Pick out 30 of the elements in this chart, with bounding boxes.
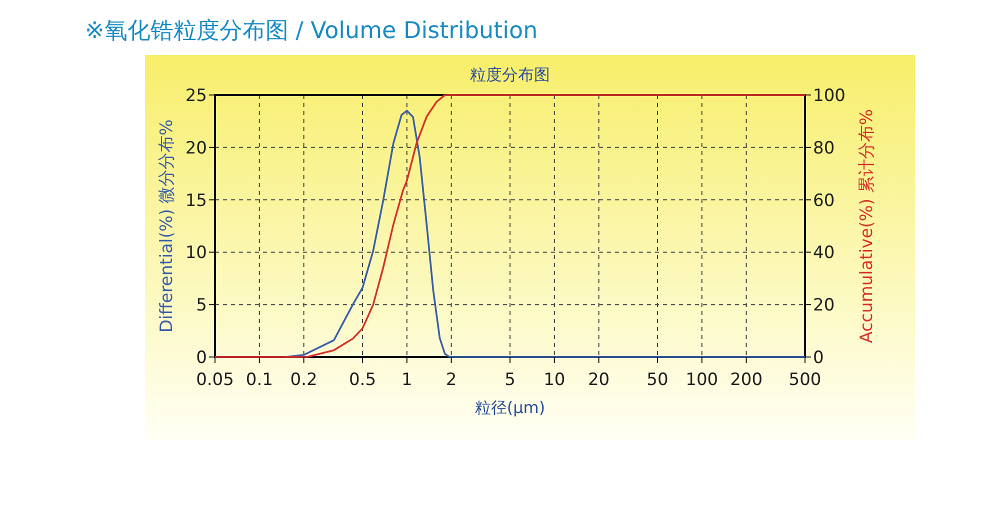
- y-tick-label: 5: [196, 296, 207, 316]
- x-tick-label: 2: [446, 370, 457, 390]
- y-tick-label: 20: [185, 138, 207, 158]
- y2-tick-label: 100: [813, 86, 846, 106]
- x-tick-label: 200: [730, 370, 763, 390]
- x-tick-label: 20: [588, 370, 610, 390]
- y2-axis-title: Accumulative(%) 累计分布%: [857, 108, 877, 344]
- y2-tick-label: 80: [813, 138, 835, 158]
- x-tick-label: 10: [544, 370, 566, 390]
- chart-subtitle: 粒度分布图: [470, 65, 550, 84]
- x-tick-label: 0.05: [196, 370, 234, 390]
- x-tick-label: 100: [686, 370, 718, 390]
- y2-tick-label: 0: [813, 348, 824, 368]
- y-tick-label: 10: [185, 243, 207, 264]
- x-tick-label: 0.2: [290, 370, 318, 390]
- y2-tick-label: 60: [813, 190, 835, 211]
- x-tick-label: 500: [788, 370, 822, 390]
- y-tick-label: 0: [196, 348, 207, 368]
- chart-title: ※氧化锆粒度分布图 / Volume Distribution: [85, 18, 538, 44]
- x-tick-label: 50: [646, 370, 668, 390]
- x-axis-title: 粒径(μm): [474, 398, 546, 417]
- y2-tick-label: 40: [813, 243, 835, 264]
- y-axis-title: Differential(%) 微分分布%: [157, 119, 177, 333]
- x-tick-label: 5: [504, 370, 516, 390]
- x-tick-label: 0.1: [246, 370, 273, 390]
- x-tick-label: 0.5: [348, 370, 376, 390]
- y-tick-label: 15: [185, 190, 207, 211]
- y-tick-label: 25: [185, 86, 207, 106]
- y2-tick-label: 20: [813, 296, 835, 316]
- x-tick-label: 1: [401, 370, 412, 390]
